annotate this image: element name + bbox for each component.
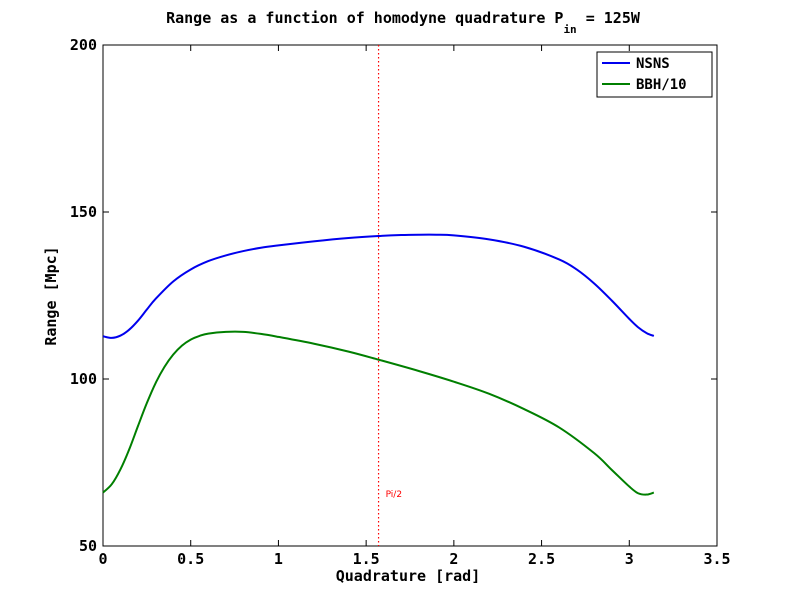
x-tick-label: 3	[625, 550, 634, 568]
chart-title-subscript: in	[563, 23, 576, 36]
x-tick-label: 0	[98, 550, 107, 568]
x-tick-label: 2	[449, 550, 458, 568]
y-tick-label: 150	[70, 203, 97, 221]
series-layer	[102, 233, 655, 496]
pi-half-marker-label: Pi/2	[386, 490, 403, 500]
x-tick-label: 2.5	[528, 550, 555, 568]
chart-title-suffix: = 125W	[577, 9, 641, 27]
x-tick-label: 1	[274, 550, 283, 568]
legend: NSNS BBH/10	[596, 51, 713, 98]
y-tick-label: 100	[70, 370, 97, 388]
axes: Pi/2 0 0.5 1 1.5 2 2.5 3 3.5 50 100 150 200	[70, 36, 731, 568]
annotation-layer: Pi/2	[377, 45, 403, 546]
plot-area	[102, 44, 718, 547]
x-tick-label: 3.5	[703, 550, 730, 568]
y-tick-label: 200	[70, 36, 97, 54]
x-tick-label: 1.5	[353, 550, 380, 568]
legend-box	[596, 51, 713, 98]
series-line-bbh-10	[102, 330, 655, 496]
y-tick-label: 50	[79, 537, 97, 555]
chart-title-main: Range as a function of homodyne quadratu…	[166, 9, 563, 27]
legend-label-nsns: NSNS	[636, 56, 670, 72]
legend-label-bbh-10: BBH/10	[636, 77, 687, 93]
series-line-nsns	[102, 233, 655, 339]
ticks-layer: 0 0.5 1 1.5 2 2.5 3 3.5 50 100 150 200	[70, 36, 731, 568]
chart-title: Range as a function of homodyne quadratu…	[166, 9, 641, 36]
y-axis-label: Range [Mpc]	[42, 246, 60, 345]
x-tick-label: 0.5	[177, 550, 204, 568]
x-axis-label: Quadrature [rad]	[336, 567, 481, 585]
